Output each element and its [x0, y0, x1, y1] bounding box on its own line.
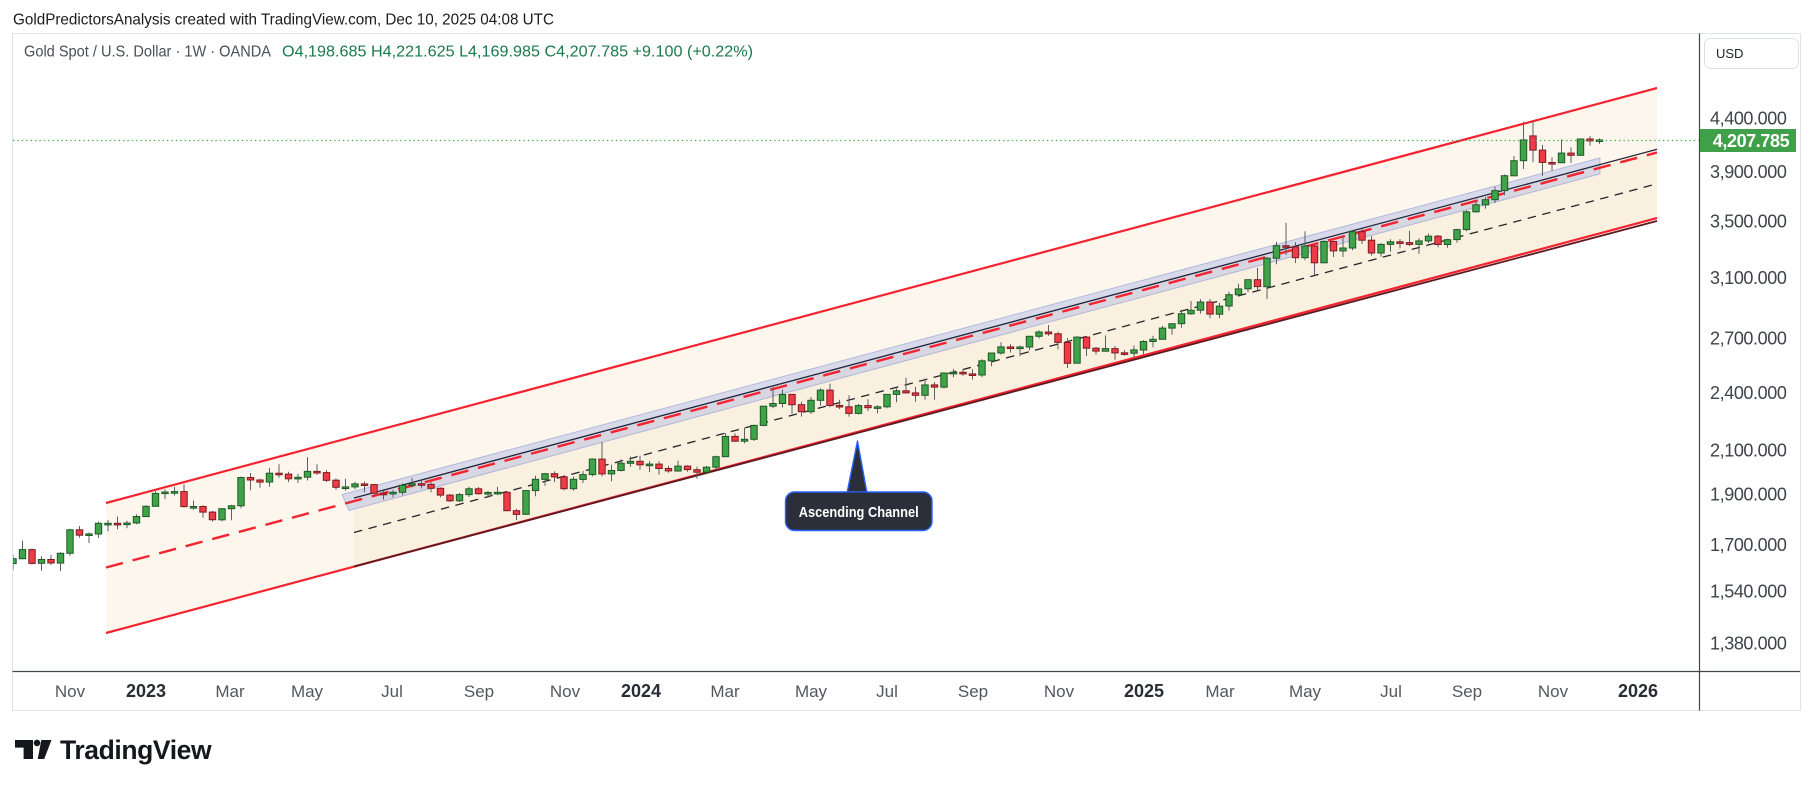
svg-text:Nov: Nov [1538, 682, 1569, 701]
svg-text:Jul: Jul [876, 682, 898, 701]
svg-text:4,207.785: 4,207.785 [1713, 131, 1790, 151]
svg-text:May: May [1289, 682, 1322, 701]
svg-text:1,700.000: 1,700.000 [1710, 535, 1787, 555]
svg-text:May: May [795, 682, 828, 701]
svg-text:Ascending Channel: Ascending Channel [799, 504, 919, 521]
svg-text:4,400.000: 4,400.000 [1710, 109, 1787, 129]
svg-text:3,500.000: 3,500.000 [1710, 212, 1787, 232]
svg-text:Sep: Sep [464, 682, 494, 701]
svg-text:2,700.000: 2,700.000 [1710, 329, 1787, 349]
svg-text:USD: USD [1716, 46, 1743, 61]
svg-text:Nov: Nov [550, 682, 581, 701]
svg-text:O4,198.685 H4,221.625 L4,169: O4,198.685 H4,221.625 L4,169.985 C4,207.… [282, 44, 753, 61]
svg-text:TradingView: TradingView [60, 735, 212, 765]
svg-text:Mar: Mar [1205, 682, 1235, 701]
svg-text:2026: 2026 [1618, 681, 1658, 701]
svg-text:GoldPredictorsAnalysis created: GoldPredictorsAnalysis created with Trad… [13, 12, 554, 29]
svg-text:Jul: Jul [381, 682, 403, 701]
svg-text:Sep: Sep [1452, 682, 1482, 701]
svg-text:Sep: Sep [958, 682, 988, 701]
svg-text:3,900.000: 3,900.000 [1710, 162, 1787, 182]
svg-text:May: May [291, 682, 324, 701]
svg-text:2025: 2025 [1124, 681, 1164, 701]
svg-text:Jul: Jul [1380, 682, 1402, 701]
svg-text:1,540.000: 1,540.000 [1710, 582, 1787, 602]
svg-text:1,380.000: 1,380.000 [1710, 634, 1787, 654]
svg-text:2,100.000: 2,100.000 [1710, 441, 1787, 461]
svg-text:Mar: Mar [710, 682, 740, 701]
svg-text:1,900.000: 1,900.000 [1710, 485, 1787, 505]
svg-text:2024: 2024 [621, 681, 661, 701]
svg-text:Mar: Mar [215, 682, 245, 701]
svg-text:Nov: Nov [55, 682, 86, 701]
svg-text:2023: 2023 [126, 681, 166, 701]
svg-text:Gold Spot / U.S. Dollar · 1W ·: Gold Spot / U.S. Dollar · 1W · OANDA [24, 44, 271, 61]
svg-text:2,400.000: 2,400.000 [1710, 383, 1787, 403]
svg-text:Nov: Nov [1044, 682, 1075, 701]
svg-text:3,100.000: 3,100.000 [1710, 268, 1787, 288]
